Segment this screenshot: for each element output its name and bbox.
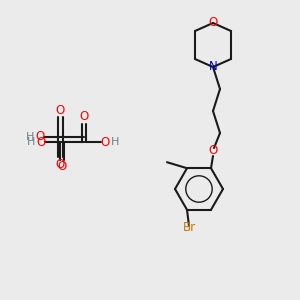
Text: H: H bbox=[111, 137, 119, 147]
Text: O: O bbox=[57, 160, 67, 173]
Text: H: H bbox=[26, 132, 34, 142]
Text: O: O bbox=[56, 158, 64, 170]
Text: O: O bbox=[208, 16, 217, 29]
Text: O: O bbox=[35, 130, 45, 143]
Text: O: O bbox=[100, 136, 109, 148]
Text: O: O bbox=[80, 110, 88, 124]
Text: O: O bbox=[208, 145, 217, 158]
Text: N: N bbox=[208, 61, 217, 74]
Text: O: O bbox=[56, 103, 64, 116]
Text: O: O bbox=[36, 136, 46, 148]
Text: Br: Br bbox=[182, 221, 196, 234]
Text: H: H bbox=[27, 137, 35, 147]
